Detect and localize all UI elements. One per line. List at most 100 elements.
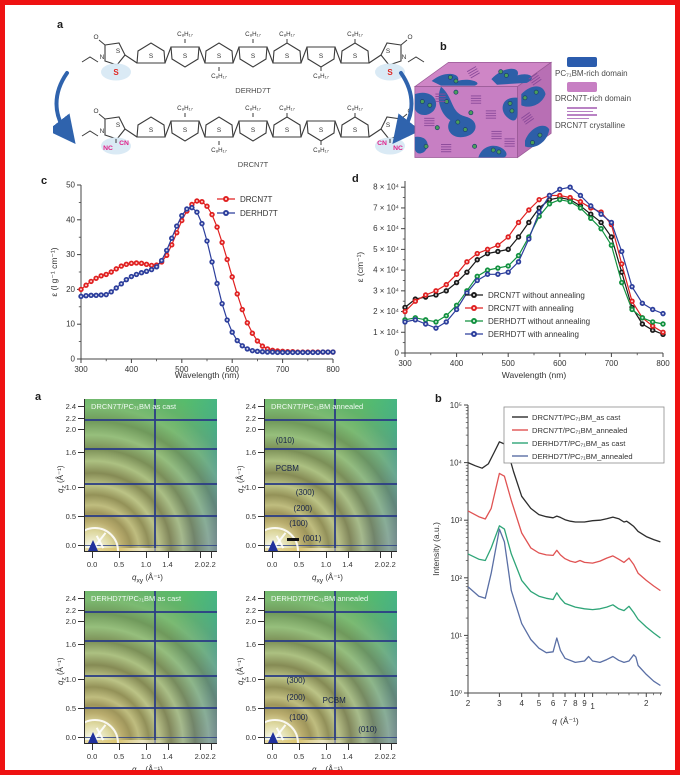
series-line	[467, 472, 661, 592]
text-label: 400	[125, 365, 139, 374]
data-marker-core	[455, 273, 458, 276]
text-label: 7	[563, 699, 568, 708]
data-marker-core	[569, 196, 572, 199]
text-label: S	[217, 127, 222, 134]
y-tick	[258, 597, 264, 599]
text-label: S	[217, 53, 222, 60]
data-marker-core	[195, 200, 198, 203]
text-label: O	[93, 34, 98, 41]
data-marker-core	[507, 248, 510, 251]
text-label: 2	[466, 699, 471, 708]
carbonyl-bond	[98, 39, 106, 46]
pcbm-dot	[472, 143, 478, 149]
text-label: 2 × 10⁴	[373, 307, 399, 316]
x-tick	[325, 744, 327, 750]
y-tick	[78, 644, 84, 646]
y-tick-label: 0.5	[245, 512, 256, 522]
data-marker-core	[610, 244, 613, 247]
grid-line-horizontal	[85, 448, 217, 451]
data-marker-core	[185, 208, 188, 211]
data-marker-core	[476, 258, 479, 261]
ring-bond	[164, 46, 172, 64]
text-label: C₈H₁₇	[279, 31, 295, 38]
y-tick	[78, 545, 84, 547]
data-marker-core	[445, 289, 448, 292]
legend-marker-core	[472, 332, 476, 336]
x-tick	[119, 552, 121, 558]
x-tick	[379, 744, 381, 750]
text-label: S	[387, 68, 393, 77]
y-axis-label: qz (Å⁻¹)	[236, 657, 248, 685]
text-label: 5 × 10⁴	[373, 245, 399, 254]
x-tick	[325, 552, 327, 558]
text-label: 10⁰	[450, 689, 462, 698]
data-marker-core	[135, 273, 138, 276]
data-marker-core	[610, 221, 613, 224]
crystalline-hatch	[532, 78, 542, 86]
text-label: C₈H₁₇	[313, 147, 329, 154]
y-tick-label: 2.4	[245, 593, 256, 603]
x-tick-label: 0.0	[86, 560, 98, 569]
data-marker-core	[424, 293, 427, 296]
thiophene-ring	[170, 46, 200, 68]
text-label: 600	[553, 359, 567, 368]
data-marker-core	[548, 194, 551, 197]
data-marker-core	[140, 262, 143, 265]
x-tick	[210, 552, 212, 558]
grid-line-horizontal	[85, 419, 217, 422]
x-tick-label: 2.0	[374, 560, 386, 569]
detector-stripe	[85, 548, 167, 551]
data-marker-core	[631, 308, 634, 311]
x-tick	[347, 744, 349, 750]
crystalline-hatch	[520, 112, 530, 119]
data-marker-core	[631, 285, 634, 288]
intensity-profile-chart: 10⁰ 10¹ 10² 10³ 10⁴ 10⁵ 2 3 4 5 6 7 8 9 1 2 DRCN7T/PC₇₁B…	[430, 391, 675, 736]
text-label: S	[386, 122, 391, 129]
y-tick	[258, 417, 264, 419]
data-marker-core	[306, 351, 309, 354]
data-marker-core	[281, 351, 284, 354]
y-tick	[78, 597, 84, 599]
y-tick-label: 2.4	[65, 401, 76, 411]
pcbm-dot	[509, 108, 515, 114]
legend-item-drcn7t-domain: DRCN7T-rich domain	[555, 82, 675, 103]
text-label: S	[319, 53, 324, 60]
carbonyl-bond	[98, 113, 106, 120]
giwaxs-panel-3: DERHD7T/PC₇₁BM as cast 0.0 0.5 1.0 1.6 2.0 2.2…	[50, 585, 228, 770]
text-label: ε (cm⁻¹)	[355, 252, 365, 283]
data-marker-core	[486, 252, 489, 255]
data-marker-core	[569, 186, 572, 189]
detector-stripe	[265, 548, 347, 551]
data-marker-core	[496, 250, 499, 253]
y-tick-label: 2.0	[65, 617, 76, 627]
giwaxs-image: DERHD7T/PC₇₁BM annealed (300) (200) PCBM (10…	[264, 591, 397, 744]
text-label: S	[116, 48, 121, 55]
thiophene-ring	[306, 120, 336, 142]
data-marker-core	[445, 283, 448, 286]
text-label: Wavelength (nm)	[175, 370, 240, 380]
text-label: DRCN7T without annealing	[488, 291, 585, 300]
giwaxs-image: DRCN7T/PC₇₁BM as cast	[84, 399, 217, 552]
y-tick	[78, 737, 84, 739]
ring-bond	[266, 120, 274, 138]
ethyl-chain	[81, 130, 99, 137]
crystalline-hatch	[522, 114, 532, 121]
pcbm-dot	[468, 110, 474, 116]
y-tick	[78, 708, 84, 710]
y-tick	[258, 737, 264, 739]
x-tick	[119, 744, 121, 750]
text-label: 600	[226, 365, 240, 374]
text-label: C₈H₁₇	[347, 31, 363, 38]
data-marker-core	[620, 281, 623, 284]
data-marker-core	[455, 281, 458, 284]
thiophene-ring	[238, 120, 268, 142]
y-tick	[78, 405, 84, 407]
legend-label: PC₇₁BM-rich domain	[555, 69, 628, 78]
x-tick-label: 0.0	[266, 560, 278, 569]
pcbm-dot	[419, 99, 425, 104]
text-label: DERHD7T/PC₇₁BM_as cast	[532, 439, 626, 448]
grid-line-horizontal	[265, 483, 397, 486]
pcbm-dot	[455, 119, 461, 125]
data-marker-core	[105, 273, 108, 276]
thiophene-ring	[136, 116, 166, 138]
